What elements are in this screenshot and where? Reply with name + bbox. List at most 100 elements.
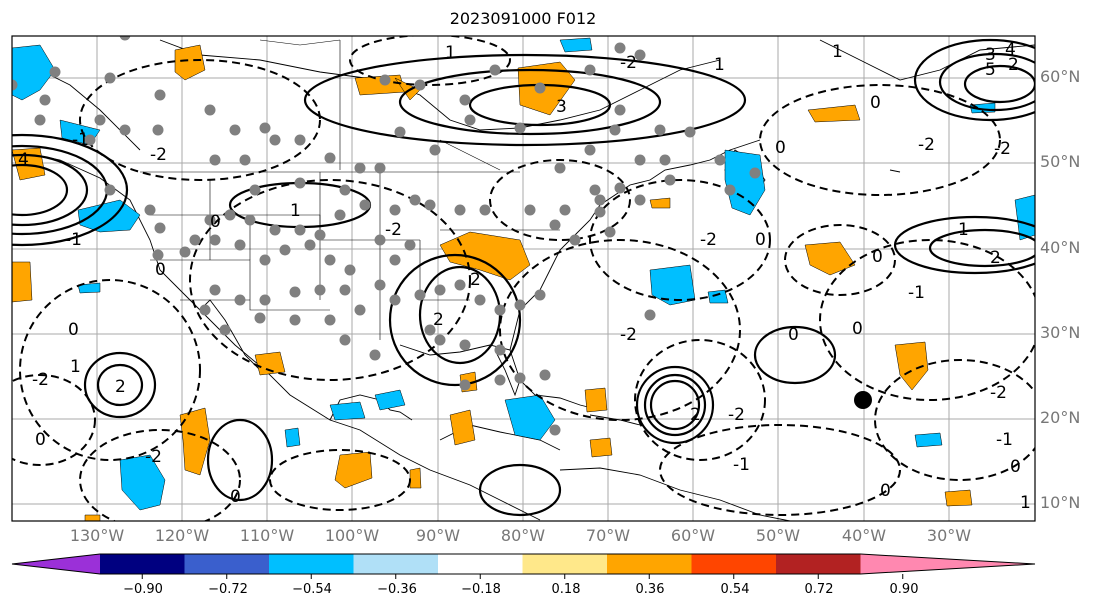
lon-label: 110°W — [239, 526, 295, 545]
svg-text:-1: -1 — [65, 230, 82, 250]
station-dot — [324, 152, 336, 164]
station-dot — [119, 36, 131, 41]
svg-text:1: 1 — [714, 55, 725, 75]
station-dot — [569, 234, 581, 246]
station-dot — [49, 66, 61, 78]
svg-text:2: 2 — [470, 270, 481, 290]
colorbar-segment — [691, 554, 777, 574]
station-dot — [209, 284, 221, 296]
svg-text:0: 0 — [775, 138, 786, 158]
station-dot — [259, 254, 271, 266]
svg-text:0: 0 — [210, 212, 221, 232]
station-dot — [229, 124, 241, 136]
station-dot — [244, 214, 256, 226]
station-dot — [259, 122, 271, 134]
station-dot — [339, 184, 351, 196]
station-dot — [714, 154, 726, 166]
station-dot — [339, 334, 351, 346]
lon-label: 50°W — [755, 526, 801, 545]
station-dot — [684, 126, 696, 138]
positive-contours — [12, 38, 1035, 517]
station-dot — [554, 162, 566, 174]
station-dot — [659, 154, 671, 166]
station-dot — [234, 239, 246, 251]
storm-center-marker — [854, 391, 872, 409]
station-dot — [324, 314, 336, 326]
svg-text:0: 0 — [230, 487, 241, 507]
svg-text:1: 1 — [958, 220, 969, 240]
station-dot — [614, 182, 626, 194]
station-dot — [409, 194, 421, 206]
svg-text:1: 1 — [832, 42, 843, 62]
station-dot — [209, 234, 221, 246]
station-dot — [12, 79, 18, 91]
station-dot — [269, 224, 281, 236]
station-dot — [644, 309, 656, 321]
station-dot — [34, 114, 46, 126]
station-dot — [104, 72, 116, 84]
station-dot — [654, 124, 666, 136]
lon-label: 40°W — [841, 526, 887, 545]
colorbar-tick-label: −0.54 — [292, 582, 332, 597]
svg-text:-2: -2 — [700, 230, 717, 250]
svg-text:0: 0 — [155, 260, 166, 280]
station-dot — [152, 249, 164, 261]
svg-text:-1: -1 — [996, 430, 1013, 450]
station-dot — [204, 104, 216, 116]
station-dot — [374, 162, 386, 174]
station-dot — [414, 79, 426, 91]
colorbar-tick-label: 0.72 — [804, 582, 834, 597]
svg-text:-1: -1 — [908, 283, 925, 303]
station-dot — [489, 64, 501, 76]
station-dot — [749, 167, 761, 179]
svg-text:1: 1 — [1020, 493, 1031, 513]
station-dot — [459, 379, 471, 391]
station-dot — [459, 94, 471, 106]
station-dot — [389, 294, 401, 306]
station-dot — [339, 284, 351, 296]
station-dot — [494, 374, 506, 386]
station-dot — [594, 194, 606, 206]
lat-label: 40°N — [1040, 238, 1081, 257]
station-dot — [609, 124, 621, 136]
station-dot — [454, 204, 466, 216]
station-dot — [594, 206, 606, 218]
station-dot — [389, 254, 401, 266]
station-dot — [289, 314, 301, 326]
lon-label: 80°W — [500, 526, 546, 545]
station-dot — [294, 134, 306, 146]
positive-anomaly-shading — [12, 44, 973, 521]
svg-text:0: 0 — [852, 319, 863, 339]
colorbar-segment — [269, 554, 354, 574]
station-dot — [374, 279, 386, 291]
station-dot — [424, 324, 436, 336]
map-title: 2023091000 F012 — [449, 9, 597, 28]
station-dot — [249, 184, 261, 196]
colorbar-segment — [607, 554, 692, 574]
station-dot — [119, 124, 131, 136]
station-dot — [224, 209, 236, 221]
station-dot — [494, 344, 506, 356]
station-dot — [584, 64, 596, 76]
svg-text:-1: -1 — [733, 455, 750, 475]
station-dot — [254, 312, 266, 324]
station-dot — [559, 204, 571, 216]
station-dot — [514, 122, 526, 134]
colorbar-tick-label: 0.90 — [889, 582, 919, 597]
station-dot — [614, 104, 626, 116]
lon-label: 100°W — [324, 526, 380, 545]
station-dot — [294, 224, 306, 236]
svg-text:2: 2 — [1008, 55, 1019, 75]
svg-text:0: 0 — [880, 481, 891, 501]
svg-text:2: 2 — [990, 248, 1001, 268]
station-dot — [514, 299, 526, 311]
colorbar-segment — [776, 554, 861, 574]
colorbar-segment — [184, 554, 270, 574]
station-dot — [94, 114, 106, 126]
map-frame — [11, 35, 1036, 522]
svg-text:-2: -2 — [145, 447, 162, 467]
station-dot — [434, 284, 446, 296]
station-dot — [374, 234, 386, 246]
station-dot — [539, 369, 551, 381]
svg-text:0: 0 — [1010, 457, 1021, 477]
